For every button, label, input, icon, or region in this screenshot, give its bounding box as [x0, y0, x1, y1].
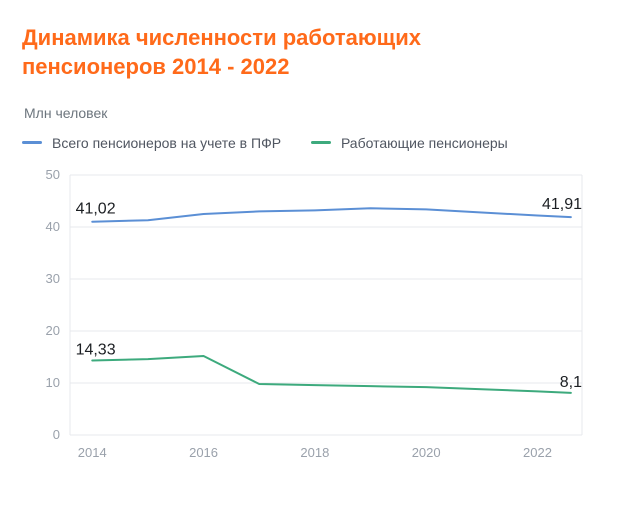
legend-label-total: Всего пенсионеров на учете в ПФР	[52, 135, 281, 151]
y-tick-label: 50	[46, 167, 60, 182]
legend-label-working: Работающие пенсионеры	[341, 135, 508, 151]
legend-swatch-total	[22, 141, 42, 144]
y-tick-label: 30	[46, 271, 60, 286]
y-tick-label: 0	[53, 427, 60, 442]
y-axis-label: Млн человек	[24, 105, 617, 121]
series-working	[92, 356, 571, 393]
x-tick-label: 2018	[300, 445, 329, 460]
legend-item-working: Работающие пенсионеры	[311, 135, 508, 151]
page: Динамика численности работающих пенсионе…	[0, 0, 639, 465]
y-tick-label: 20	[46, 323, 60, 338]
legend: Всего пенсионеров на учете в ПФР Работаю…	[22, 131, 617, 151]
x-tick-label: 2022	[523, 445, 552, 460]
y-tick-label: 40	[46, 219, 60, 234]
y-tick-label: 10	[46, 375, 60, 390]
series-total	[92, 208, 571, 221]
legend-swatch-working	[311, 141, 331, 144]
callout-label: 41,91	[542, 196, 582, 213]
x-tick-label: 2014	[78, 445, 107, 460]
callout-label: 14,33	[76, 341, 116, 358]
x-tick-label: 2020	[412, 445, 441, 460]
chart-svg: 0 10 20 30 40 50 2014 2016 2018 2020 2022 41,02 41,9…	[22, 165, 617, 465]
line-chart: 0 10 20 30 40 50 2014 2016 2018 2020 2022 41,02 41,9…	[22, 165, 617, 465]
callout-label: 41,02	[76, 200, 116, 217]
legend-item-total: Всего пенсионеров на учете в ПФР	[22, 135, 281, 151]
callout-label: 8,1	[560, 374, 582, 391]
x-tick-label: 2016	[189, 445, 218, 460]
page-title: Динамика численности работающих пенсионе…	[22, 24, 502, 81]
